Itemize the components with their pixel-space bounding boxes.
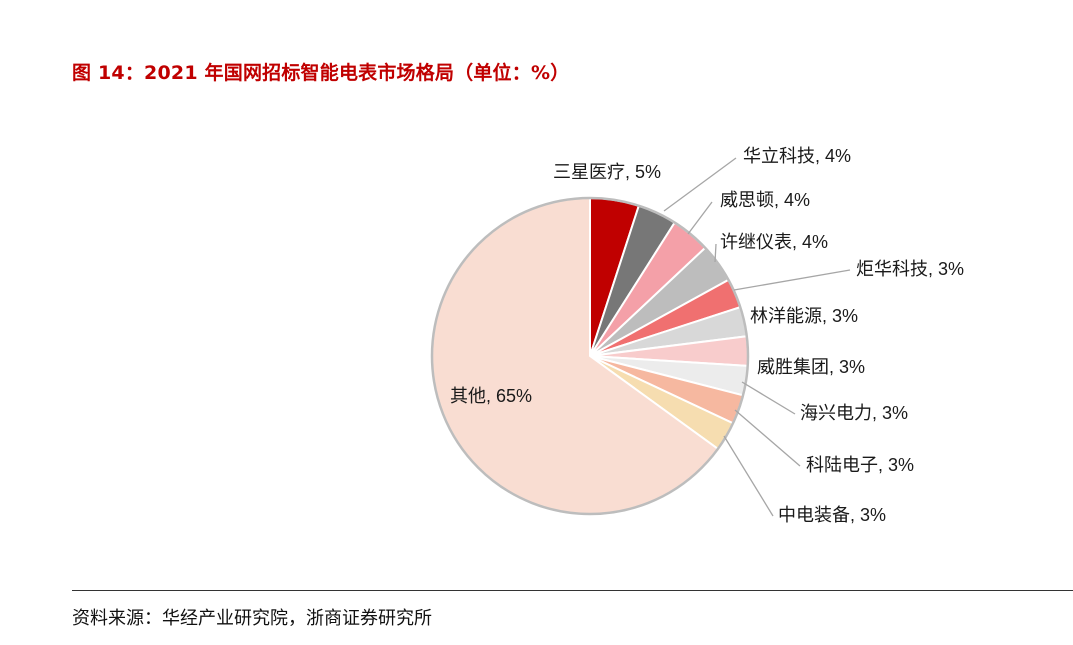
leader-line-9 [734,409,801,467]
leader-line-5 [733,269,851,291]
slice-label-9: 科陆电子, 3% [806,455,914,475]
slice-label-8: 海兴电力, 3% [800,403,908,423]
slice-label-1: 三星医疗, 5% [553,162,661,182]
slice-label-7: 威胜集团, 3% [757,357,865,377]
leader-line-2 [663,157,737,212]
leader-line-10 [723,435,774,517]
divider [72,590,1073,591]
chart-title: 图 14：2021 年国网招标智能电表市场格局（单位：%） [72,62,570,84]
slice-label-4: 许继仪表, 4% [720,232,828,252]
pie-outline [430,196,750,516]
slice-label-11: 其他, 65% [450,386,532,406]
leader-line-3 [687,201,713,235]
source-note: 资料来源：华经产业研究院，浙商证券研究所 [72,608,432,629]
leader-line-8 [741,381,796,415]
slice-label-5: 炬华科技, 3% [856,259,964,279]
slice-label-6: 林洋能源, 3% [750,306,858,326]
slice-label-3: 威思顿, 4% [720,190,810,210]
slice-label-10: 中电装备, 3% [778,505,886,525]
slice-label-2: 华立科技, 4% [743,146,851,166]
pie-slices [431,196,749,515]
leader-line-4 [714,243,717,263]
